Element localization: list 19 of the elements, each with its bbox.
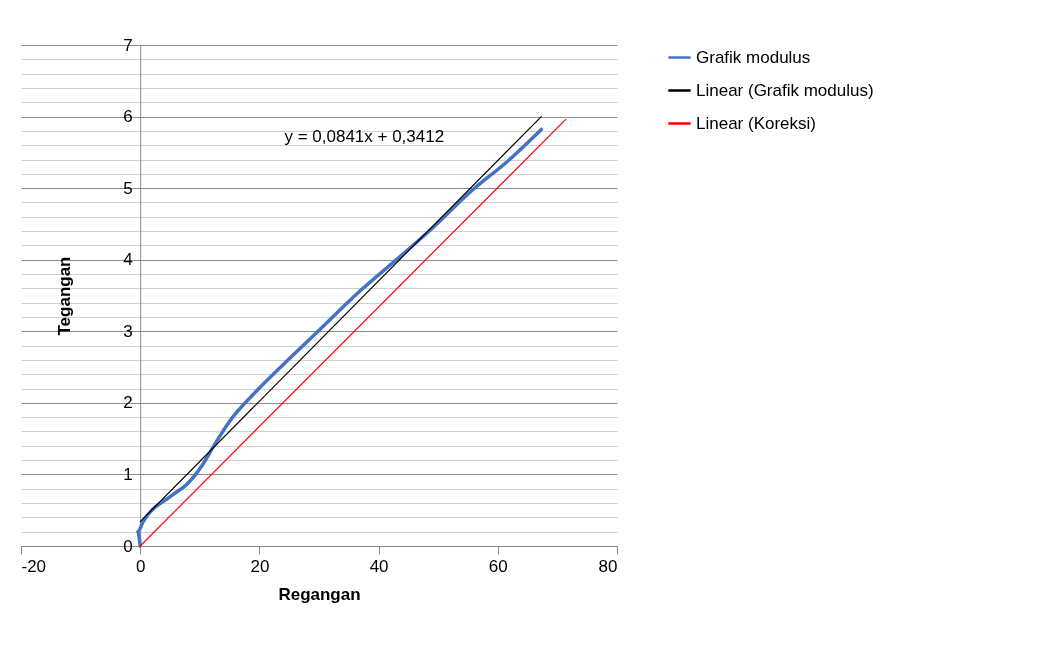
- y-tick-label: 2: [123, 393, 133, 413]
- x-axis-title: Regangan: [278, 584, 361, 604]
- y-tick-label: 6: [123, 107, 133, 127]
- y-tick-label: 4: [123, 250, 133, 270]
- legend-label: Grafik modulus: [696, 47, 811, 67]
- x-tick-label: 80: [598, 556, 618, 576]
- y-tick-label: 5: [123, 178, 133, 198]
- annotation: y = 0,0841x + 0,3412: [284, 127, 445, 147]
- x-tick-label: 20: [250, 556, 270, 576]
- x-tick-label: 60: [488, 556, 508, 576]
- x-tick-label: 40: [369, 556, 389, 576]
- x-tick-label: -20: [21, 556, 47, 576]
- y-tick-label: 1: [123, 464, 133, 484]
- y-tick-label: 7: [123, 35, 133, 55]
- legend-label: Linear (Koreksi): [696, 113, 816, 133]
- legend-label: Linear (Grafik modulus): [696, 80, 874, 100]
- y-axis-title: Tegangan: [55, 256, 75, 336]
- y-tick-label: 3: [123, 321, 133, 341]
- y-tick-label: 0: [123, 536, 133, 556]
